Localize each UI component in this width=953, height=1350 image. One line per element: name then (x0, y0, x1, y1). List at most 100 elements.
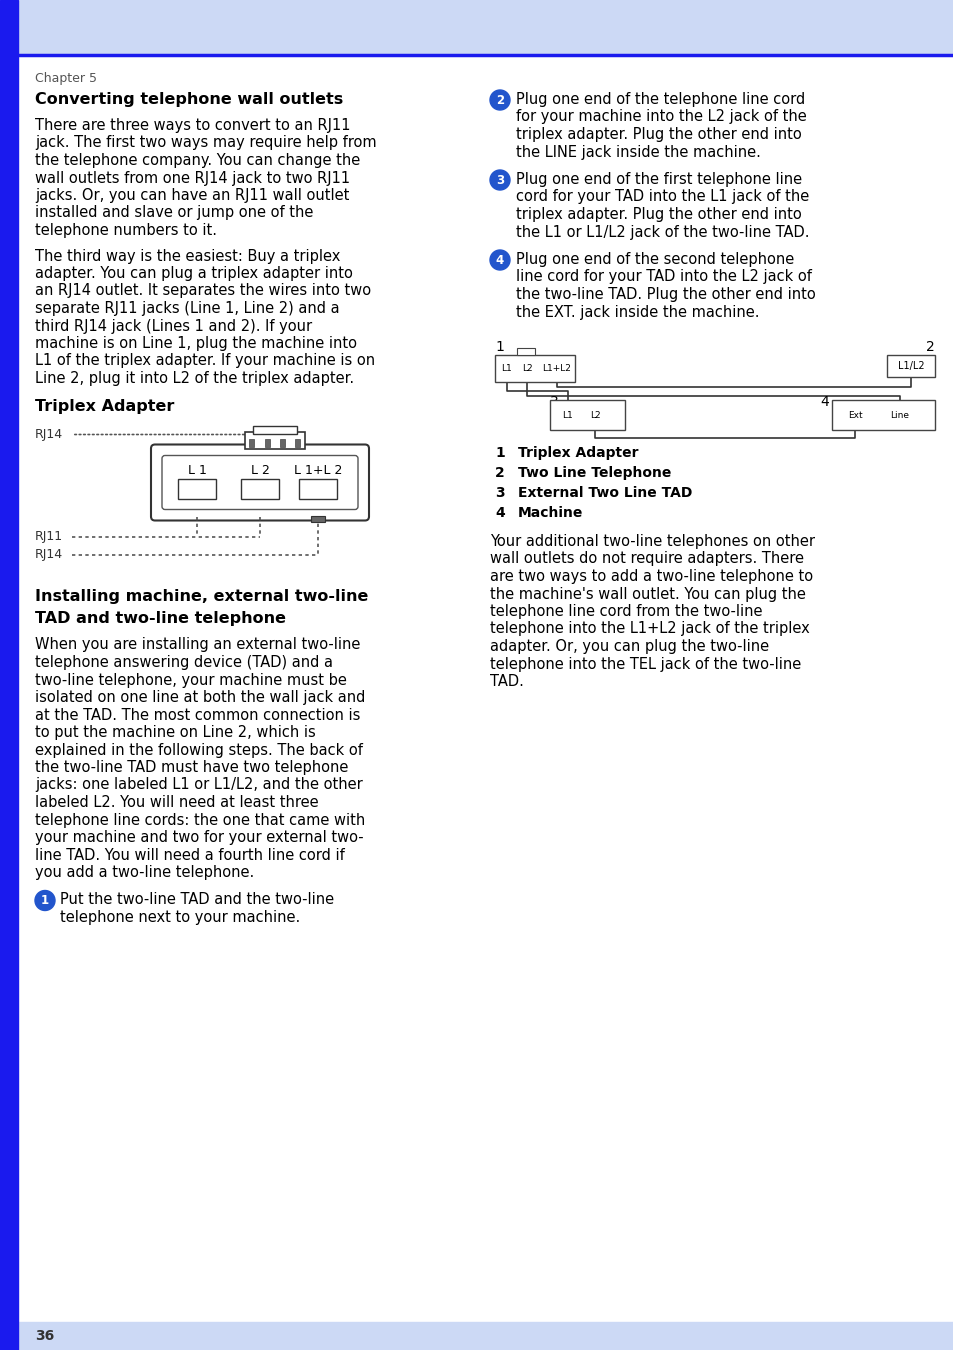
Text: Your additional two-line telephones on other: Your additional two-line telephones on o… (490, 535, 814, 549)
Bar (831, 400, 934, 431)
Text: 1: 1 (41, 894, 49, 907)
Bar (0, 0, 953, 55)
Text: When you are installing an external two-line: When you are installing an external two-… (35, 637, 360, 652)
Bar (250, 439, 254, 447)
Text: 2: 2 (496, 93, 503, 107)
Text: installed and slave or jump one of the: installed and slave or jump one of the (35, 205, 313, 220)
Text: adapter. Or, you can plug the two-line: adapter. Or, you can plug the two-line (490, 639, 768, 653)
Text: Two Line Telephone: Two Line Telephone (517, 466, 671, 481)
Text: wall outlets from one RJ14 jack to two RJ11: wall outlets from one RJ14 jack to two R… (35, 170, 350, 185)
Text: 1: 1 (495, 340, 503, 354)
Text: L 1: L 1 (188, 463, 206, 477)
Bar (550, 400, 624, 431)
Bar (298, 478, 336, 498)
Text: There are three ways to convert to an RJ11: There are three ways to convert to an RJ… (35, 117, 350, 134)
Text: 2: 2 (495, 466, 504, 481)
Text: triplex adapter. Plug the other end into: triplex adapter. Plug the other end into (516, 207, 801, 221)
Text: to put the machine on Line 2, which is: to put the machine on Line 2, which is (35, 725, 315, 740)
Text: triplex adapter. Plug the other end into: triplex adapter. Plug the other end into (516, 127, 801, 142)
Text: telephone into the L1+L2 jack of the triplex: telephone into the L1+L2 jack of the tri… (490, 621, 809, 636)
Text: 4: 4 (496, 254, 503, 266)
Text: the two-line TAD. Plug the other end into: the two-line TAD. Plug the other end int… (516, 288, 815, 302)
Text: the machine's wall outlet. You can plug the: the machine's wall outlet. You can plug … (490, 586, 805, 602)
Text: Line 2, plug it into L2 of the triplex adapter.: Line 2, plug it into L2 of the triplex a… (35, 371, 354, 386)
Text: jacks: one labeled L1 or L1/L2, and the other: jacks: one labeled L1 or L1/L2, and the … (35, 778, 362, 792)
Text: The third way is the easiest: Buy a triplex: The third way is the easiest: Buy a trip… (35, 248, 340, 263)
Text: wall outlets do not require adapters. There: wall outlets do not require adapters. Th… (490, 552, 803, 567)
Text: 1: 1 (495, 446, 504, 460)
Text: line cord for your TAD into the L2 jack of: line cord for your TAD into the L2 jack … (516, 270, 811, 285)
Bar (295, 439, 300, 447)
Text: adapter. You can plug a triplex adapter into: adapter. You can plug a triplex adapter … (35, 266, 353, 281)
Text: L1: L1 (562, 410, 573, 420)
Text: an RJ14 outlet. It separates the wires into two: an RJ14 outlet. It separates the wires i… (35, 284, 371, 298)
Bar (241, 478, 278, 498)
Text: separate RJ11 jacks (Line 1, Line 2) and a: separate RJ11 jacks (Line 1, Line 2) and… (35, 301, 339, 316)
Circle shape (490, 90, 510, 109)
Circle shape (490, 250, 510, 270)
Text: machine is on Line 1, plug the machine into: machine is on Line 1, plug the machine i… (35, 336, 356, 351)
Text: 4: 4 (820, 396, 828, 409)
Text: Chapter 5: Chapter 5 (35, 72, 97, 85)
Text: 3: 3 (550, 396, 558, 409)
Text: L 2: L 2 (251, 463, 269, 477)
Bar (245, 432, 305, 448)
Text: L2: L2 (589, 410, 599, 420)
Text: Line: Line (889, 410, 908, 420)
FancyBboxPatch shape (162, 455, 357, 509)
Text: two-line telephone, your machine must be: two-line telephone, your machine must be (35, 672, 347, 687)
Text: at the TAD. The most common connection is: at the TAD. The most common connection i… (35, 707, 360, 722)
FancyBboxPatch shape (151, 444, 369, 521)
Bar (265, 439, 270, 447)
Text: TAD.: TAD. (490, 674, 523, 688)
Text: RJ11: RJ11 (35, 531, 63, 543)
Text: RJ14: RJ14 (35, 428, 63, 441)
Text: Ext: Ext (847, 410, 862, 420)
Text: L1/L2: L1/L2 (897, 360, 923, 371)
Bar (280, 439, 285, 447)
Text: for your machine into the L2 jack of the: for your machine into the L2 jack of the (516, 109, 806, 124)
Text: 3: 3 (495, 486, 504, 500)
Text: Triplex Adapter: Triplex Adapter (517, 446, 638, 460)
Text: L 1+L 2: L 1+L 2 (294, 463, 342, 477)
Text: L2: L2 (521, 364, 532, 373)
Text: L1+L2: L1+L2 (542, 364, 571, 373)
Text: you add a two-line telephone.: you add a two-line telephone. (35, 865, 254, 880)
Text: telephone line cords: the one that came with: telephone line cords: the one that came … (35, 813, 365, 828)
Text: jack. The first two ways may require help from: jack. The first two ways may require hel… (35, 135, 376, 150)
Bar (178, 478, 215, 498)
Text: Installing machine, external two-line: Installing machine, external two-line (35, 590, 368, 605)
Bar (495, 355, 575, 382)
Text: Plug one end of the second telephone: Plug one end of the second telephone (516, 252, 794, 267)
Text: telephone into the TEL jack of the two-line: telephone into the TEL jack of the two-l… (490, 656, 801, 671)
Bar (311, 516, 325, 521)
Text: 4: 4 (495, 506, 504, 520)
Text: 36: 36 (35, 1328, 54, 1343)
Text: Triplex Adapter: Triplex Adapter (35, 398, 174, 413)
Text: RJ14: RJ14 (35, 548, 63, 562)
Text: the LINE jack inside the machine.: the LINE jack inside the machine. (516, 144, 760, 159)
Text: External Two Line TAD: External Two Line TAD (517, 486, 692, 500)
Text: are two ways to add a two-line telephone to: are two ways to add a two-line telephone… (490, 568, 812, 585)
Text: isolated on one line at both the wall jack and: isolated on one line at both the wall ja… (35, 690, 365, 705)
Bar (253, 425, 296, 433)
Bar (886, 355, 934, 377)
Circle shape (490, 170, 510, 190)
Text: L1 of the triplex adapter. If your machine is on: L1 of the triplex adapter. If your machi… (35, 354, 375, 369)
Text: Converting telephone wall outlets: Converting telephone wall outlets (35, 92, 343, 107)
Bar (0, 1322, 953, 1350)
Text: TAD and two-line telephone: TAD and two-line telephone (35, 612, 286, 626)
Text: Plug one end of the telephone line cord: Plug one end of the telephone line cord (516, 92, 804, 107)
Text: L1: L1 (501, 364, 512, 373)
Text: telephone next to your machine.: telephone next to your machine. (60, 910, 300, 925)
Text: the EXT. jack inside the machine.: the EXT. jack inside the machine. (516, 305, 759, 320)
Text: telephone numbers to it.: telephone numbers to it. (35, 223, 216, 238)
Bar (517, 348, 535, 355)
Text: telephone answering device (TAD) and a: telephone answering device (TAD) and a (35, 655, 333, 670)
Text: jacks. Or, you can have an RJ11 wall outlet: jacks. Or, you can have an RJ11 wall out… (35, 188, 349, 202)
Text: your machine and two for your external two-: your machine and two for your external t… (35, 830, 363, 845)
Text: 2: 2 (925, 340, 934, 354)
Text: the telephone company. You can change the: the telephone company. You can change th… (35, 153, 360, 167)
Text: the L1 or L1/L2 jack of the two-line TAD.: the L1 or L1/L2 jack of the two-line TAD… (516, 224, 809, 239)
Text: Plug one end of the first telephone line: Plug one end of the first telephone line (516, 171, 801, 188)
